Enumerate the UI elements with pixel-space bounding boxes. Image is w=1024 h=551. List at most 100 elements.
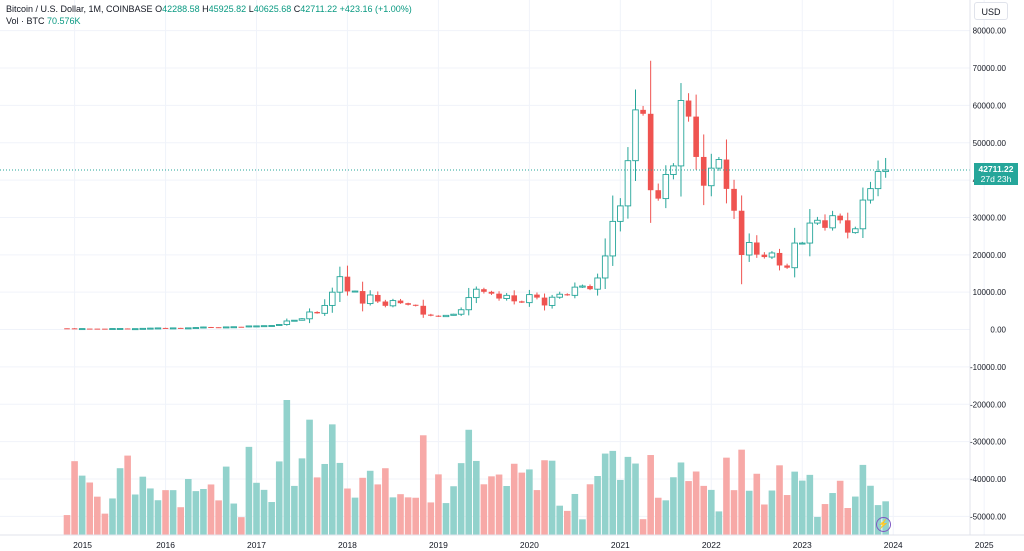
volume-bar (594, 476, 601, 535)
currency-button[interactable]: USD (974, 2, 1008, 20)
chart-grid (0, 0, 985, 535)
symbol-title[interactable]: Bitcoin / U.S. Dollar, 1M, COINBASE (6, 4, 153, 14)
volume-bar (632, 463, 639, 535)
volume-bar (859, 464, 867, 535)
volume-bar (78, 475, 86, 535)
volume-bar (677, 462, 685, 535)
candle-body (336, 276, 344, 293)
candle-body (306, 311, 313, 320)
price-tick-label: -50000.00 (970, 512, 1007, 521)
volume-bar (639, 519, 647, 535)
price-axis: 80000.0070000.0060000.0050000.0040000.00… (969, 0, 1007, 535)
candle-body (116, 328, 124, 330)
volume-bar (708, 489, 715, 535)
volume-bar (298, 458, 306, 535)
volume-bar (207, 484, 215, 535)
volume-bar (579, 519, 586, 535)
volume-bar (654, 497, 662, 535)
candle-body (109, 328, 116, 331)
price-tick-label: 20000.00 (973, 251, 1007, 260)
candle-body (594, 277, 601, 290)
last-price-value: 42711.22 (978, 164, 1014, 174)
price-tick-label: 80000.00 (973, 27, 1007, 36)
price-tick-label: 50000.00 (973, 139, 1007, 148)
volume-bar (419, 435, 427, 535)
volume-bar (867, 485, 874, 535)
candle-body (283, 320, 291, 325)
volume-bar (495, 474, 503, 535)
volume-bar (139, 476, 147, 535)
candle-body (829, 215, 836, 229)
volume-bar (366, 470, 374, 535)
candle-body (685, 100, 692, 117)
lightning-icon[interactable]: ⚡ (876, 517, 891, 532)
candlesticks (64, 60, 889, 331)
candle-body (579, 285, 586, 288)
candle-body (541, 297, 548, 306)
candle-body (71, 328, 78, 330)
price-tick-label: 70000.00 (973, 64, 1007, 73)
bar-countdown: 27d 23h (980, 174, 1012, 184)
candle-body (708, 167, 715, 187)
volume-bar (192, 491, 200, 535)
candle-body (329, 291, 336, 306)
price-tick-label: 0.00 (990, 326, 1006, 335)
candle-body (389, 300, 397, 307)
price-tick-label: -20000.00 (970, 400, 1007, 409)
volume-bar (563, 510, 571, 535)
candle-body (351, 290, 359, 293)
volume-label[interactable]: Vol · BTC (6, 16, 45, 26)
volume-bar (745, 490, 753, 535)
volume-bar (124, 455, 131, 535)
candle-body (102, 328, 108, 330)
candle-body (822, 220, 828, 228)
volume-bar (685, 481, 692, 535)
candle-body (139, 327, 147, 330)
volume-bar (783, 495, 791, 535)
volume-bar (829, 493, 836, 535)
candle-body (488, 291, 495, 294)
candle-body (268, 325, 275, 327)
volume-bar (526, 469, 533, 535)
candle-body (655, 190, 662, 199)
volume-bar (374, 484, 382, 535)
volume-bar (715, 511, 723, 535)
volume-bar (329, 424, 336, 535)
volume-bar (776, 465, 783, 535)
candle-body (275, 324, 283, 326)
price-tick-label: -10000.00 (970, 363, 1007, 372)
candle-body (511, 295, 518, 302)
volume-bar (442, 503, 450, 535)
candle-body (366, 294, 374, 305)
volume-bar (586, 484, 594, 535)
candle-body (428, 314, 434, 316)
volume-bar (268, 502, 275, 535)
candle-body (670, 165, 677, 175)
volume-bar (647, 455, 654, 535)
candle-body (382, 301, 389, 306)
candle-body (473, 288, 480, 299)
volume-bars (63, 400, 889, 535)
volume-bar (351, 497, 359, 535)
candle-body (768, 252, 776, 258)
volume-bar (571, 493, 579, 535)
candle-body (230, 326, 238, 329)
volume-bar (662, 500, 670, 535)
candle-body (253, 325, 260, 328)
candle-body (420, 305, 427, 315)
volume-bar (154, 500, 162, 535)
candle-body (564, 294, 571, 296)
candle-body (177, 327, 184, 329)
volume-bar (488, 476, 495, 535)
candle-body (806, 222, 814, 244)
volume-bar (730, 490, 738, 535)
candle-body (374, 294, 381, 302)
volume-bar (389, 497, 397, 535)
volume-bar (404, 497, 412, 535)
candle-body (617, 205, 624, 222)
change-value: +423.16 (+1.00%) (339, 4, 412, 14)
candle-body (753, 242, 760, 255)
volume-bar (291, 485, 298, 535)
volume-bar (503, 486, 510, 535)
